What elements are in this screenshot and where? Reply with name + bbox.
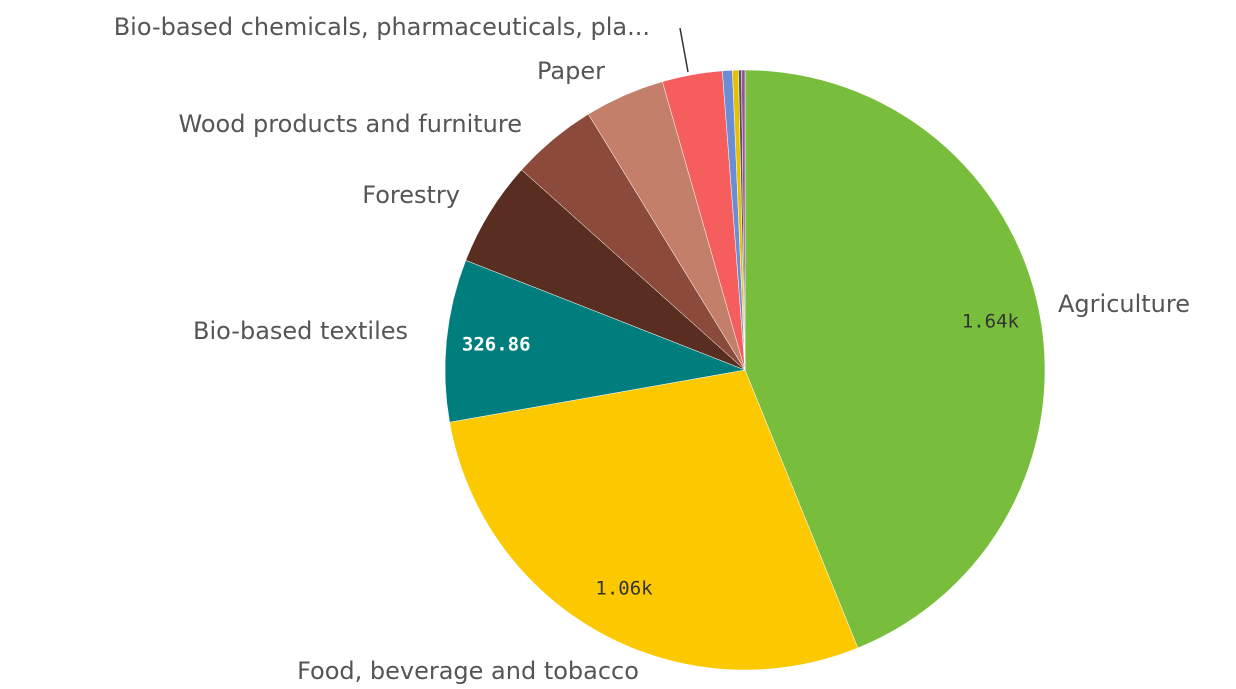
category-label: Wood products and furniture xyxy=(179,110,523,138)
category-label: Forestry xyxy=(362,181,460,209)
value-label: 326.86 xyxy=(462,334,531,356)
pie-slice xyxy=(449,369,859,671)
leader-line xyxy=(679,27,689,73)
category-label: Food, beverage and tobacco xyxy=(297,657,639,685)
pie-slice xyxy=(744,69,1046,649)
value-label: 1.06k xyxy=(595,577,653,599)
value-label: 1.64k xyxy=(962,311,1020,333)
category-label: Agriculture xyxy=(1058,290,1190,318)
category-label: Bio-based textiles xyxy=(193,317,408,345)
category-label: Bio-based chemicals, pharmaceuticals, pl… xyxy=(114,13,650,41)
category-label: Paper xyxy=(537,57,605,85)
pie-slice xyxy=(741,69,746,371)
pie-slice xyxy=(444,259,746,423)
